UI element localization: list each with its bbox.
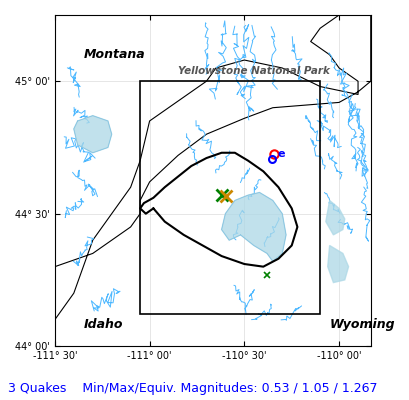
Polygon shape (55, 15, 370, 346)
Text: 3 Quakes    Min/Max/Equiv. Magnitudes: 0.53 / 1.05 / 1.267: 3 Quakes Min/Max/Equiv. Magnitudes: 0.53… (8, 382, 377, 395)
Text: Idaho: Idaho (83, 318, 122, 332)
Polygon shape (325, 200, 344, 235)
Text: Yellowstone National Park: Yellowstone National Park (178, 66, 329, 76)
Bar (140, 81, 319, 314)
Polygon shape (327, 246, 348, 282)
Text: e: e (277, 149, 284, 159)
Polygon shape (74, 116, 111, 153)
Text: Montana: Montana (83, 48, 144, 61)
Text: Wyoming: Wyoming (329, 318, 394, 332)
Polygon shape (221, 192, 285, 261)
